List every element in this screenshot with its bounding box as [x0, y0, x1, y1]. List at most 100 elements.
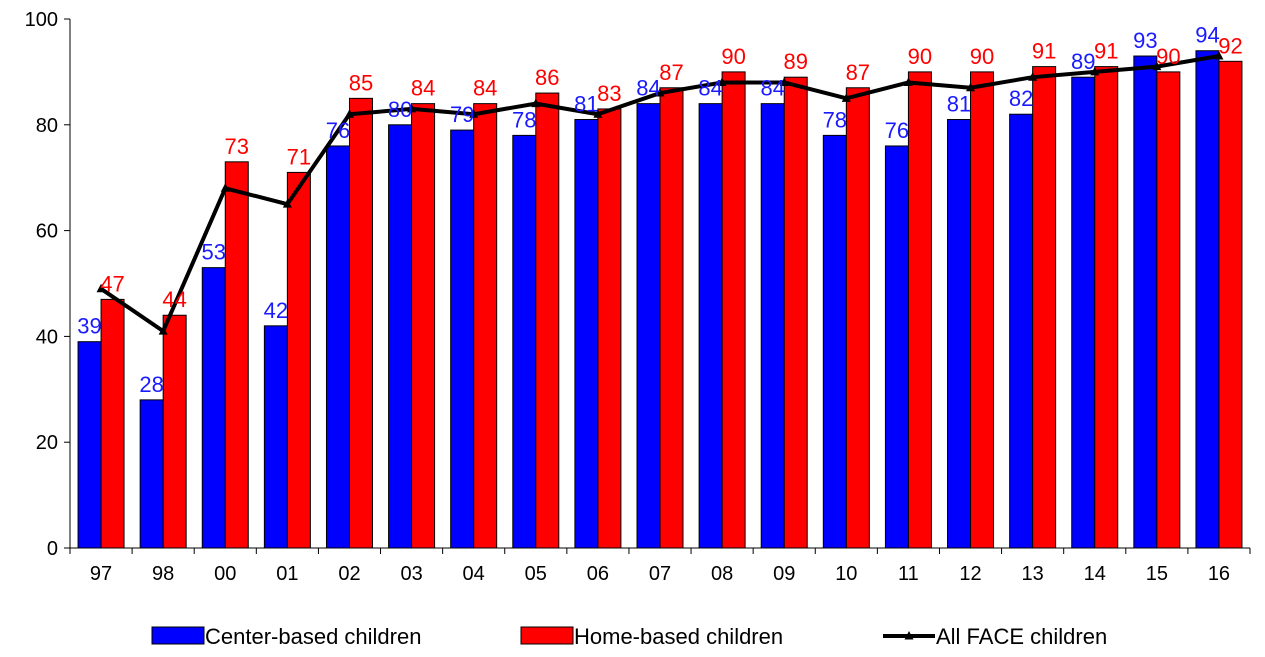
- legend-label: Center-based children: [205, 624, 421, 649]
- data-label: 76: [326, 118, 350, 143]
- line-marker: [96, 283, 106, 293]
- bar: [907, 71, 932, 549]
- data-label: 91: [1032, 39, 1056, 64]
- y-tick-label: 0: [47, 538, 58, 560]
- bar: [845, 87, 870, 549]
- legend-label: Home-based children: [574, 624, 783, 649]
- line-marker: [593, 109, 603, 118]
- bar: [201, 267, 226, 549]
- line-marker: [1152, 61, 1162, 71]
- x-tick-label: 98: [152, 563, 174, 585]
- x-tick-label: 11: [898, 563, 919, 585]
- x-tick-label: 06: [587, 563, 609, 585]
- x-tick-label: 13: [1022, 563, 1044, 585]
- bar: [473, 103, 498, 549]
- data-label: 76: [885, 118, 909, 143]
- bar: [970, 71, 995, 549]
- line-marker: [407, 103, 417, 113]
- bar: [162, 314, 187, 549]
- bar: [783, 76, 808, 549]
- line-marker: [655, 88, 665, 97]
- y-tick-label: 60: [36, 221, 58, 243]
- line-marker: [966, 82, 976, 92]
- bar: [760, 103, 785, 549]
- x-tick-label: 10: [835, 563, 857, 585]
- x-tick-label: 12: [959, 563, 981, 585]
- bar: [388, 124, 413, 549]
- data-label: 82: [1009, 86, 1033, 111]
- x-tick-label: 08: [711, 563, 733, 585]
- legend-swatch: [520, 626, 574, 645]
- data-label: 89: [783, 49, 807, 74]
- bar: [100, 298, 125, 549]
- x-tick-label: 03: [400, 563, 422, 585]
- bar: [597, 108, 622, 549]
- line-marker: [717, 77, 727, 86]
- data-label: 39: [77, 314, 101, 339]
- bar: [698, 103, 723, 549]
- data-label: 87: [846, 60, 870, 85]
- bar: [1133, 55, 1158, 549]
- legend-swatch: [151, 626, 205, 645]
- bar: [1071, 76, 1096, 549]
- bar: [139, 399, 164, 549]
- bars: [77, 50, 1243, 549]
- data-label: 47: [100, 271, 124, 296]
- bar: [636, 103, 661, 549]
- data-label: 90: [970, 44, 994, 69]
- line-marker: [1090, 66, 1100, 76]
- y-tick-label: 80: [36, 115, 58, 137]
- data-label: 94: [1195, 23, 1219, 48]
- data-label: 42: [264, 298, 288, 323]
- legend: Center-based children Home-based children…: [151, 624, 1107, 649]
- data-label: 91: [1094, 39, 1118, 64]
- legend-marker: [904, 631, 914, 640]
- data-label: 84: [636, 76, 660, 101]
- line-marker: [282, 199, 292, 208]
- bar: [411, 103, 436, 549]
- bar: [1009, 113, 1034, 549]
- bar: [1032, 66, 1057, 549]
- bar: [659, 87, 684, 549]
- line-marker: [1214, 51, 1224, 60]
- bar: [325, 145, 350, 549]
- line-marker: [531, 98, 541, 108]
- bar: [574, 119, 599, 549]
- line-marker: [344, 109, 354, 118]
- data-label: 79: [450, 102, 474, 127]
- data-label: 89: [1071, 49, 1095, 74]
- data-label: 83: [597, 81, 621, 106]
- bar: [535, 92, 560, 549]
- bar: [822, 134, 847, 549]
- data-label: 87: [659, 60, 683, 85]
- x-tick-label: 00: [214, 563, 236, 585]
- x-tick-label: 01: [276, 563, 298, 585]
- data-label: 81: [574, 92, 598, 117]
- bar: [721, 71, 746, 549]
- data-label: 93: [1133, 28, 1157, 53]
- x-tick-label: 15: [1146, 563, 1168, 585]
- legend-label: All FACE children: [936, 624, 1107, 649]
- data-label: 78: [823, 107, 847, 132]
- data-label: 73: [225, 134, 249, 159]
- data-label: 84: [411, 76, 435, 101]
- bar: [947, 119, 972, 549]
- data-label: 90: [1156, 44, 1180, 69]
- x-tick-label: 09: [773, 563, 795, 585]
- data-label: 85: [349, 70, 373, 95]
- x-tick-label: 04: [463, 563, 485, 585]
- bar: [1156, 71, 1181, 549]
- data-label: 90: [908, 44, 932, 69]
- data-label: 90: [721, 44, 745, 69]
- data-label: 84: [473, 76, 497, 101]
- data-label: 44: [162, 287, 186, 312]
- x-tick-label: 97: [90, 563, 112, 585]
- data-labels: 39 28 53 42 76 80 79 78 81 84 84 84 78 76 81 82 89 93 94 47…: [77, 23, 1242, 397]
- bar: [1094, 66, 1119, 549]
- data-label: 80: [388, 97, 412, 122]
- data-label: 84: [698, 76, 722, 101]
- bar: [263, 325, 288, 549]
- data-label: 86: [535, 65, 559, 90]
